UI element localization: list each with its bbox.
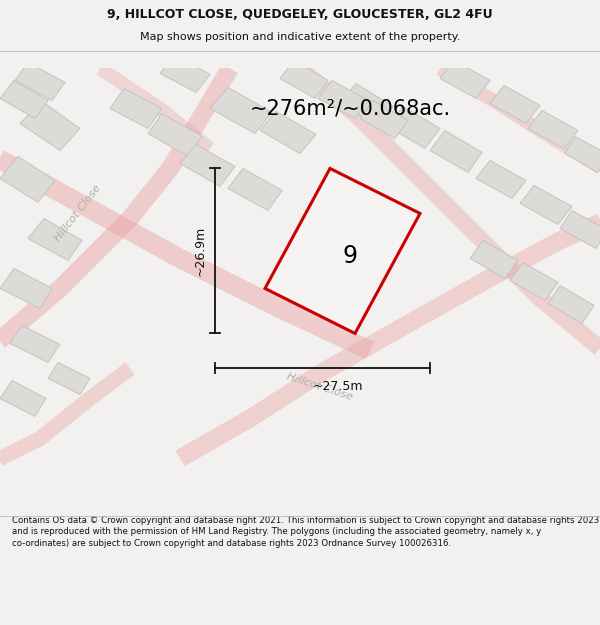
Polygon shape xyxy=(15,62,65,101)
Polygon shape xyxy=(520,186,572,224)
Polygon shape xyxy=(430,131,482,173)
Polygon shape xyxy=(20,101,80,151)
Polygon shape xyxy=(210,88,272,133)
Polygon shape xyxy=(0,81,48,119)
Polygon shape xyxy=(548,286,594,324)
Polygon shape xyxy=(260,111,316,153)
Text: Hillcot Close: Hillcot Close xyxy=(286,371,354,402)
Polygon shape xyxy=(280,61,328,98)
Polygon shape xyxy=(0,381,46,416)
Text: Contains OS data © Crown copyright and database right 2021. This information is : Contains OS data © Crown copyright and d… xyxy=(12,516,599,548)
Polygon shape xyxy=(160,56,210,92)
Polygon shape xyxy=(318,81,368,119)
Polygon shape xyxy=(440,61,490,98)
Polygon shape xyxy=(470,241,518,279)
Polygon shape xyxy=(340,83,393,126)
Polygon shape xyxy=(476,161,526,199)
Text: ~276m²/~0.068ac.: ~276m²/~0.068ac. xyxy=(250,98,451,119)
Polygon shape xyxy=(360,101,408,138)
Polygon shape xyxy=(560,211,600,248)
Text: ~27.5m: ~27.5m xyxy=(312,381,363,394)
Polygon shape xyxy=(110,88,162,129)
Polygon shape xyxy=(510,262,558,301)
Text: 9: 9 xyxy=(343,244,358,268)
Polygon shape xyxy=(10,326,60,362)
Polygon shape xyxy=(180,144,235,186)
Polygon shape xyxy=(565,136,600,172)
Polygon shape xyxy=(0,156,55,202)
Polygon shape xyxy=(48,362,90,394)
Text: Map shows position and indicative extent of the property.: Map shows position and indicative extent… xyxy=(140,32,460,42)
Text: Hillcot Close: Hillcot Close xyxy=(53,183,103,244)
Polygon shape xyxy=(490,86,540,124)
Text: 9, HILLCOT CLOSE, QUEDGELEY, GLOUCESTER, GL2 4FU: 9, HILLCOT CLOSE, QUEDGELEY, GLOUCESTER,… xyxy=(107,8,493,21)
Polygon shape xyxy=(28,218,82,261)
Polygon shape xyxy=(228,168,282,211)
Polygon shape xyxy=(528,111,578,148)
Text: ~26.9m: ~26.9m xyxy=(194,226,207,276)
Polygon shape xyxy=(148,114,202,156)
Polygon shape xyxy=(388,106,440,148)
Polygon shape xyxy=(0,269,52,308)
Polygon shape xyxy=(265,168,420,334)
